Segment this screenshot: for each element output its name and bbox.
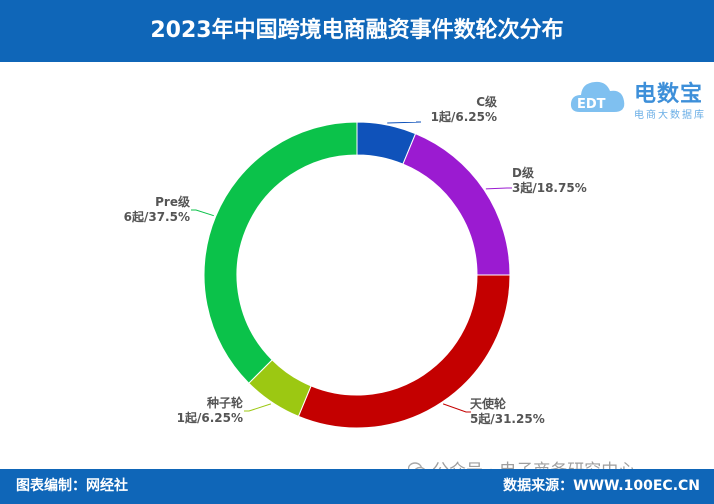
slice-name-label: Pre级 bbox=[155, 194, 190, 209]
label-leaders bbox=[191, 121, 512, 413]
slice-value-label: 1起/6.25% bbox=[177, 410, 243, 425]
slice-value-label: 3起/18.75% bbox=[512, 180, 587, 195]
cloud-logo-icon: EDT bbox=[570, 81, 625, 112]
leader-line-3 bbox=[442, 403, 471, 413]
leader-line-4 bbox=[244, 403, 272, 412]
footer-credit: 图表编制：网经社 bbox=[16, 478, 128, 494]
slice-name-label: 天使轮 bbox=[470, 396, 507, 411]
footer-source: 数据来源：WWW.100EC.CN bbox=[503, 478, 700, 494]
leader-line-1 bbox=[387, 121, 422, 124]
brand-logo: EDT 电数宝 电商大数据库 bbox=[568, 68, 712, 124]
slice-value-label: 1起/6.25% bbox=[431, 109, 497, 124]
footer-bar: 图表编制：网经社 数据来源：WWW.100EC.CN bbox=[0, 469, 714, 504]
slice-2 bbox=[402, 132, 511, 276]
slice-name-label: D级 bbox=[512, 165, 534, 180]
title-bar bbox=[0, 0, 714, 62]
logo-subtitle: 电商大数据库 bbox=[634, 110, 706, 121]
slice-name-label: 种子轮 bbox=[206, 395, 244, 410]
leader-line-2 bbox=[485, 187, 512, 190]
slice-value-label: 6起/37.5% bbox=[124, 209, 190, 224]
donut-slices bbox=[203, 121, 511, 429]
slice-5 bbox=[203, 121, 358, 384]
slice-value-label: 5起/31.25% bbox=[470, 411, 545, 426]
logo-name: 电数宝 bbox=[634, 82, 704, 107]
slice-name-label: C级 bbox=[476, 94, 497, 109]
logo-badge-text: EDT bbox=[577, 97, 606, 112]
donut-chart: C级1起/6.25%D级3起/18.75%天使轮5起/31.25%种子轮1起/6… bbox=[124, 94, 587, 429]
leader-line-5 bbox=[191, 209, 214, 217]
chart-title: 2023年中国跨境电商融资事件数轮次分布 bbox=[150, 18, 564, 43]
slice-labels: C级1起/6.25%D级3起/18.75%天使轮5起/31.25%种子轮1起/6… bbox=[124, 94, 587, 426]
